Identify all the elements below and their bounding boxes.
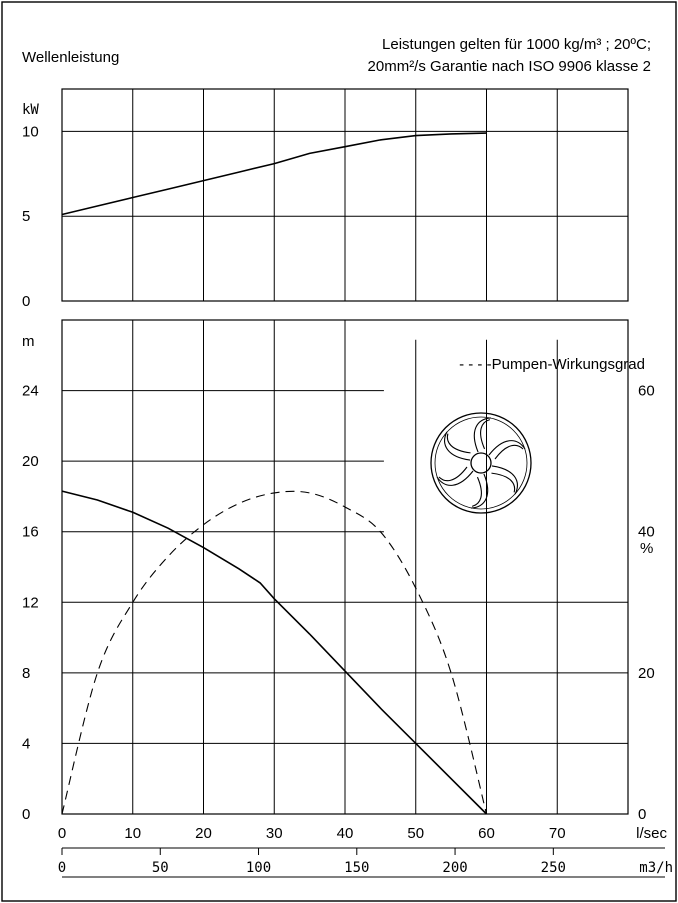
x-ticks-lsec: 0 10 20 30 40 50 60 70 <box>58 825 566 842</box>
x-tick-label-lsec: 50 <box>407 825 424 842</box>
efficiency-y-ticks: 0 20 40 60 <box>638 383 655 823</box>
efficiency-y-tick-label: 60 <box>638 383 655 400</box>
power-y-tick-label: 0 <box>22 293 30 310</box>
x-ticks-m3h: 0 50 100 150 200 250 <box>58 848 566 876</box>
x-axis-label-lsec: l/sec <box>636 825 667 842</box>
header-note-line2: 20mm²/s Garantie nach ISO 9906 klasse 2 <box>368 58 651 75</box>
head-y-tick-label: 8 <box>22 665 30 682</box>
power-y-tick-label: 5 <box>22 208 30 225</box>
head-axis-label: m <box>22 333 35 350</box>
impeller-icon <box>430 412 532 514</box>
power-chart-grid <box>62 89 628 301</box>
x-tick-label-lsec: 30 <box>266 825 283 842</box>
x-tick-label-lsec: 40 <box>337 825 354 842</box>
x-tick-label-m3h: 50 <box>152 860 169 876</box>
efficiency-y-tick-label: 0 <box>638 806 646 823</box>
x-tick-label-m3h: 150 <box>344 860 369 876</box>
head-chart-grid <box>62 320 628 814</box>
head-y-ticks: 0 4 8 12 16 20 24 <box>22 383 39 823</box>
efficiency-y-tick-label: 40 <box>638 524 655 541</box>
head-y-tick-label: 20 <box>22 453 39 470</box>
x-axis-label-m3h: m3/h <box>639 860 673 876</box>
x-tick-label-m3h: 100 <box>246 860 271 876</box>
x-tick-label-lsec: 0 <box>58 825 66 842</box>
x-tick-label-m3h: 250 <box>541 860 566 876</box>
power-curve <box>61 132 487 216</box>
efficiency-axis-label: % <box>640 540 653 557</box>
x-tick-label-m3h: 0 <box>58 860 66 876</box>
header-left-label: Wellenleistung <box>22 49 119 66</box>
power-y-tick-label: 10 <box>22 123 39 140</box>
efficiency-curve <box>61 490 488 815</box>
power-y-ticks: 0 5 10 <box>22 123 39 310</box>
x-tick-label-lsec: 20 <box>195 825 212 842</box>
header-note-line1: Leistungen gelten für 1000 kg/m³ ; 20ºC; <box>382 36 651 53</box>
power-axis-label: kW <box>22 102 39 118</box>
head-curve <box>61 490 488 815</box>
head-y-tick-label: 16 <box>22 524 39 541</box>
efficiency-y-tick-label: 20 <box>638 665 655 682</box>
efficiency-legend: - - - -Pumpen-Wirkungsgrad <box>459 356 645 373</box>
x-tick-label-lsec: 60 <box>478 825 495 842</box>
head-y-tick-label: 0 <box>22 806 30 823</box>
x-tick-label-lsec: 70 <box>549 825 566 842</box>
x-tick-label-lsec: 10 <box>124 825 141 842</box>
head-y-tick-label: 24 <box>22 383 39 400</box>
head-y-tick-label: 4 <box>22 735 30 752</box>
head-y-tick-label: 12 <box>22 594 39 611</box>
x-tick-label-m3h: 200 <box>442 860 467 876</box>
